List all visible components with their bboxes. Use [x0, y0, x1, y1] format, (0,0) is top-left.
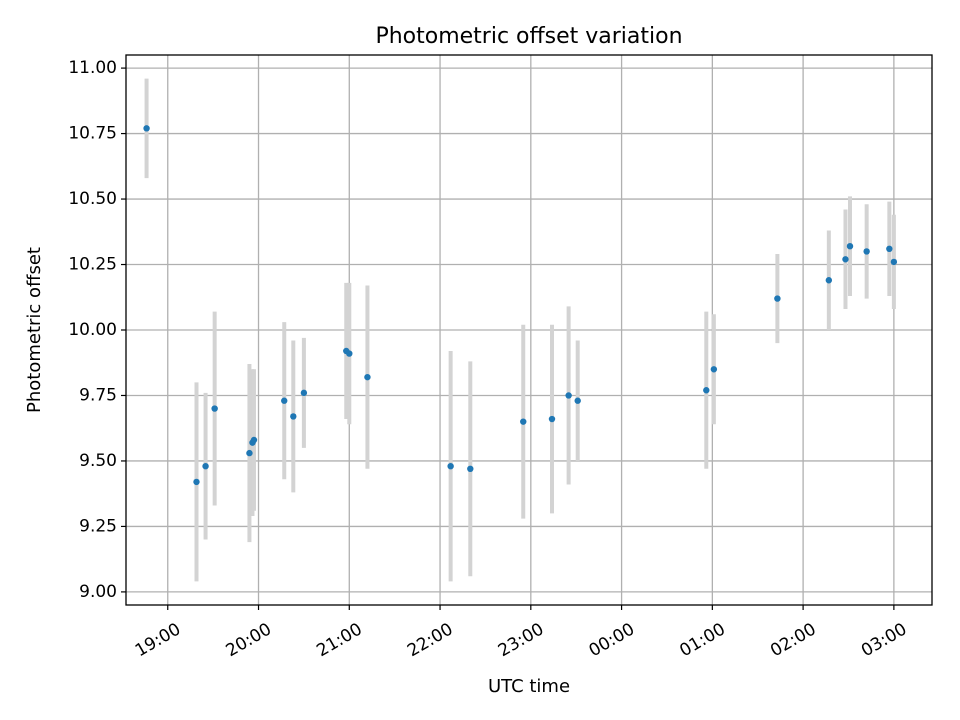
- y-axis: 9.00 9.25 9.50 9.75 10.00 10.25 10.50 10.75 11.0…: [68, 58, 126, 602]
- data-point: [143, 125, 150, 132]
- y-tick-label: 10.75: [68, 124, 117, 144]
- data-point: [710, 366, 718, 373]
- y-axis-label: Photometric offset: [24, 247, 45, 413]
- x-axis-label: UTC time: [488, 676, 570, 697]
- data-point: [202, 462, 209, 470]
- chart-title: Photometric offset variation: [375, 24, 682, 49]
- y-tick-label: 11.00: [68, 58, 117, 78]
- data-point: [346, 350, 353, 357]
- data-point: [703, 387, 710, 394]
- data-point: [846, 242, 854, 250]
- data-point: [548, 415, 556, 423]
- data-point: [211, 405, 218, 412]
- grid: [126, 55, 932, 605]
- data-point: [447, 462, 454, 470]
- data-point: [364, 373, 371, 381]
- data-point: [281, 397, 288, 404]
- data-point: [193, 478, 200, 486]
- data-point: [825, 277, 833, 284]
- data-point: [467, 465, 474, 473]
- data-point: [565, 392, 572, 399]
- y-tick-label: 10.00: [68, 320, 117, 340]
- y-tick-label: 9.50: [79, 451, 117, 471]
- data-point: [890, 258, 898, 266]
- y-tick-label: 9.25: [79, 516, 117, 536]
- data-points: [143, 125, 898, 486]
- data-point: [246, 449, 253, 457]
- data-point: [774, 295, 781, 302]
- data-point: [520, 418, 527, 425]
- data-point: [886, 245, 893, 253]
- data-point: [250, 436, 258, 444]
- data-point: [842, 256, 849, 263]
- y-tick-label: 9.75: [79, 385, 117, 405]
- data-point: [300, 389, 308, 397]
- y-tick-label: 10.25: [68, 255, 117, 275]
- data-point: [290, 413, 297, 420]
- data-point: [574, 397, 581, 404]
- y-tick-label: 10.50: [68, 189, 117, 209]
- data-point: [863, 248, 870, 255]
- y-tick-label: 9.00: [79, 582, 117, 602]
